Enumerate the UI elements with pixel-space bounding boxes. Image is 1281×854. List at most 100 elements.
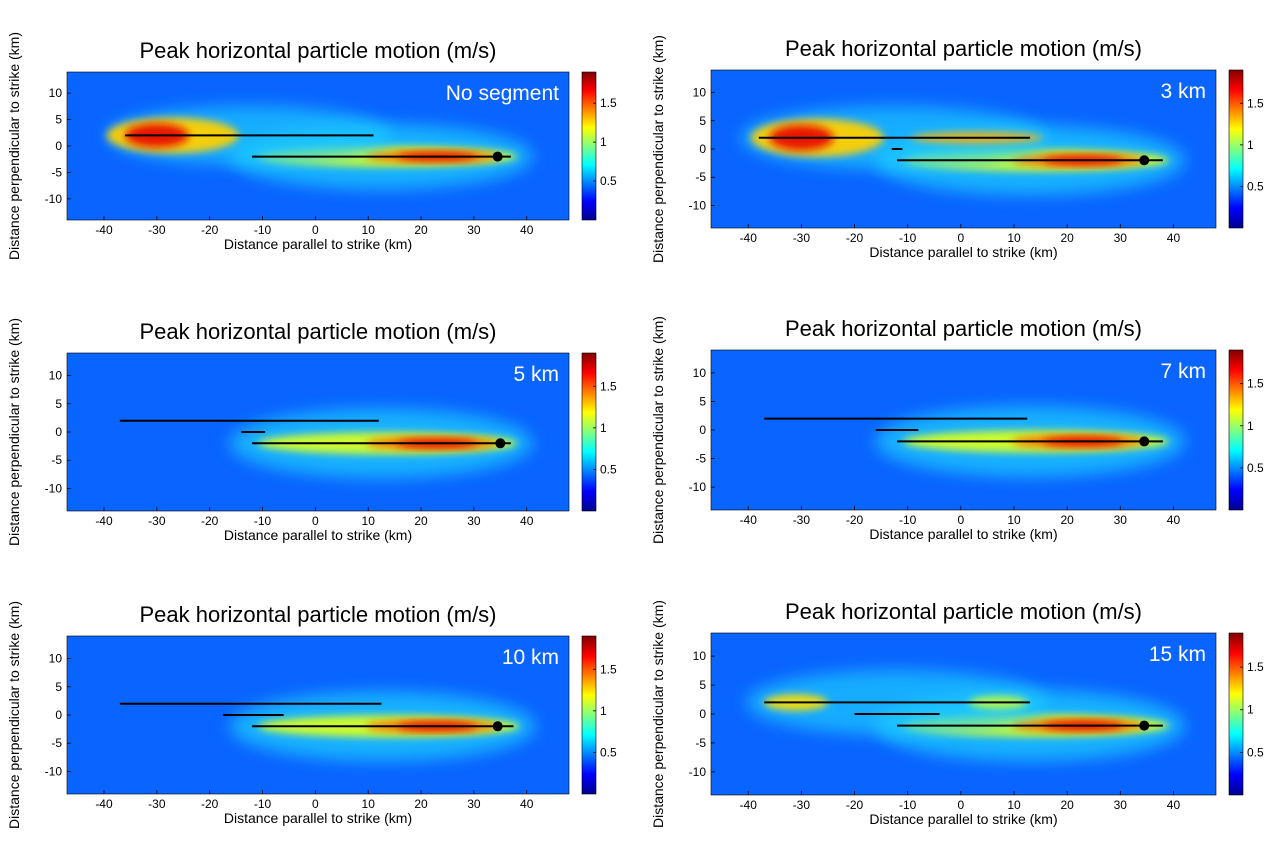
y-tick-label: -10 <box>45 481 63 495</box>
y-axis-label: Distance perpendicular to strike (km) <box>650 35 666 263</box>
segment-label: 5 km <box>513 363 559 386</box>
colorbar-tick-label: 1.5 <box>600 662 617 676</box>
y-tick-label: 0 <box>55 708 62 722</box>
colorbar-tick-label: 0.5 <box>600 462 617 476</box>
x-tick-label: 40 <box>1167 513 1181 527</box>
x-axis-label: Distance parallel to strike (km) <box>869 526 1057 542</box>
colorbar <box>1228 349 1244 511</box>
y-tick-label: 5 <box>55 397 62 411</box>
panel-title: Peak horizontal particle motion (m/s) <box>785 599 1142 624</box>
y-tick-label: -5 <box>51 453 62 467</box>
colorbar-tick-label: 1.5 <box>600 96 617 110</box>
x-tick-label: 20 <box>414 797 428 811</box>
x-tick-label: -30 <box>793 513 811 527</box>
colorbar-tick-label: 1.5 <box>1247 96 1264 110</box>
x-tick-label: 0 <box>312 514 319 528</box>
x-tick-label: 40 <box>1167 231 1181 245</box>
x-tick-label: 40 <box>520 797 534 811</box>
colorbar-tick-label: 0.5 <box>600 174 617 188</box>
x-tick-label: 10 <box>1007 798 1021 812</box>
x-tick-label: -10 <box>254 223 272 237</box>
colorbar-tick-label: 1 <box>600 421 607 435</box>
colorbar-tick-label: 1.5 <box>1247 660 1264 674</box>
x-tick-label: -40 <box>740 798 758 812</box>
x-axis-label: Distance parallel to strike (km) <box>224 810 412 826</box>
x-axis-label: Distance parallel to strike (km) <box>869 244 1057 260</box>
segment-label: 10 km <box>502 646 559 669</box>
y-tick-label: 0 <box>55 425 62 439</box>
x-tick-label: 0 <box>957 231 964 245</box>
y-tick-label: -10 <box>689 480 707 494</box>
x-tick-label: 10 <box>1007 231 1021 245</box>
panel-6: Peak horizontal particle motion (m/s) 15 … <box>650 599 1264 828</box>
x-tick-label: 20 <box>1060 513 1074 527</box>
y-tick-label: 10 <box>693 366 707 380</box>
x-tick-label: 40 <box>1167 798 1181 812</box>
y-tick-label: 10 <box>49 369 63 383</box>
y-tick-label: -5 <box>695 736 706 750</box>
x-tick-label: -30 <box>793 798 811 812</box>
y-tick-label: 10 <box>49 86 63 100</box>
x-tick-label: -10 <box>899 231 917 245</box>
x-tick-label: 30 <box>1114 798 1128 812</box>
colorbar-tick-label: 1 <box>600 704 607 718</box>
y-tick-label: 0 <box>699 142 706 156</box>
x-tick-label: 10 <box>362 797 376 811</box>
x-tick-label: -20 <box>201 797 219 811</box>
panel-title: Peak horizontal particle motion (m/s) <box>785 36 1142 61</box>
panel-title: Peak horizontal particle motion (m/s) <box>139 319 496 344</box>
colorbar-tick-label: 1 <box>600 135 607 149</box>
x-tick-label: 20 <box>1060 231 1074 245</box>
x-tick-label: -10 <box>254 514 272 528</box>
y-tick-label: 0 <box>55 139 62 153</box>
x-tick-label: 30 <box>467 223 481 237</box>
x-tick-label: 40 <box>520 514 534 528</box>
colorbar-tick-label: 0.5 <box>600 745 617 759</box>
y-tick-label: 5 <box>55 680 62 694</box>
x-tick-label: -20 <box>846 231 864 245</box>
x-tick-label: 20 <box>1060 798 1074 812</box>
x-tick-label: -20 <box>201 514 219 528</box>
y-tick-label: -10 <box>45 764 63 778</box>
hypocenter-marker <box>1139 155 1150 166</box>
y-tick-label: 5 <box>699 678 706 692</box>
x-tick-label: 0 <box>312 797 319 811</box>
x-axis-label: Distance parallel to strike (km) <box>869 811 1057 827</box>
x-tick-label: -30 <box>793 231 811 245</box>
x-tick-label: -40 <box>740 231 758 245</box>
x-tick-label: -40 <box>95 514 113 528</box>
x-tick-label: 10 <box>1007 513 1021 527</box>
y-tick-label: 0 <box>699 707 706 721</box>
y-axis-label: Distance perpendicular to strike (km) <box>650 600 666 828</box>
panel-3: Peak horizontal particle motion (m/s) 5 k… <box>6 318 617 546</box>
x-tick-label: 30 <box>467 797 481 811</box>
x-tick-label: 30 <box>467 514 481 528</box>
colorbar-tick-label: 1.5 <box>1247 377 1264 391</box>
y-tick-label: -10 <box>689 198 707 212</box>
x-tick-label: -40 <box>95 797 113 811</box>
colorbar <box>581 352 597 512</box>
x-tick-label: -40 <box>740 513 758 527</box>
x-axis-label: Distance parallel to strike (km) <box>224 527 412 543</box>
x-tick-label: 30 <box>1114 231 1128 245</box>
hypocenter-marker <box>495 438 506 449</box>
x-tick-label: 0 <box>312 223 319 237</box>
panel-title: Peak horizontal particle motion (m/s) <box>139 602 496 627</box>
segment-label: No segment <box>446 82 559 105</box>
x-tick-label: -30 <box>148 797 166 811</box>
colorbar-tick-label: 1 <box>1247 703 1254 717</box>
x-tick-label: -10 <box>254 797 272 811</box>
y-tick-label: -5 <box>51 736 62 750</box>
x-tick-label: -10 <box>899 798 917 812</box>
y-tick-label: 10 <box>693 649 707 663</box>
hypocenter-marker <box>1139 436 1150 447</box>
x-tick-label: 30 <box>1114 513 1128 527</box>
y-tick-label: 5 <box>55 113 62 127</box>
y-tick-label: 0 <box>699 423 706 437</box>
y-tick-label: 5 <box>699 394 706 408</box>
colorbar-tick-label: 1 <box>1247 419 1254 433</box>
y-tick-label: 10 <box>693 86 707 100</box>
x-tick-label: -40 <box>95 223 113 237</box>
y-tick-label: -5 <box>51 165 62 179</box>
